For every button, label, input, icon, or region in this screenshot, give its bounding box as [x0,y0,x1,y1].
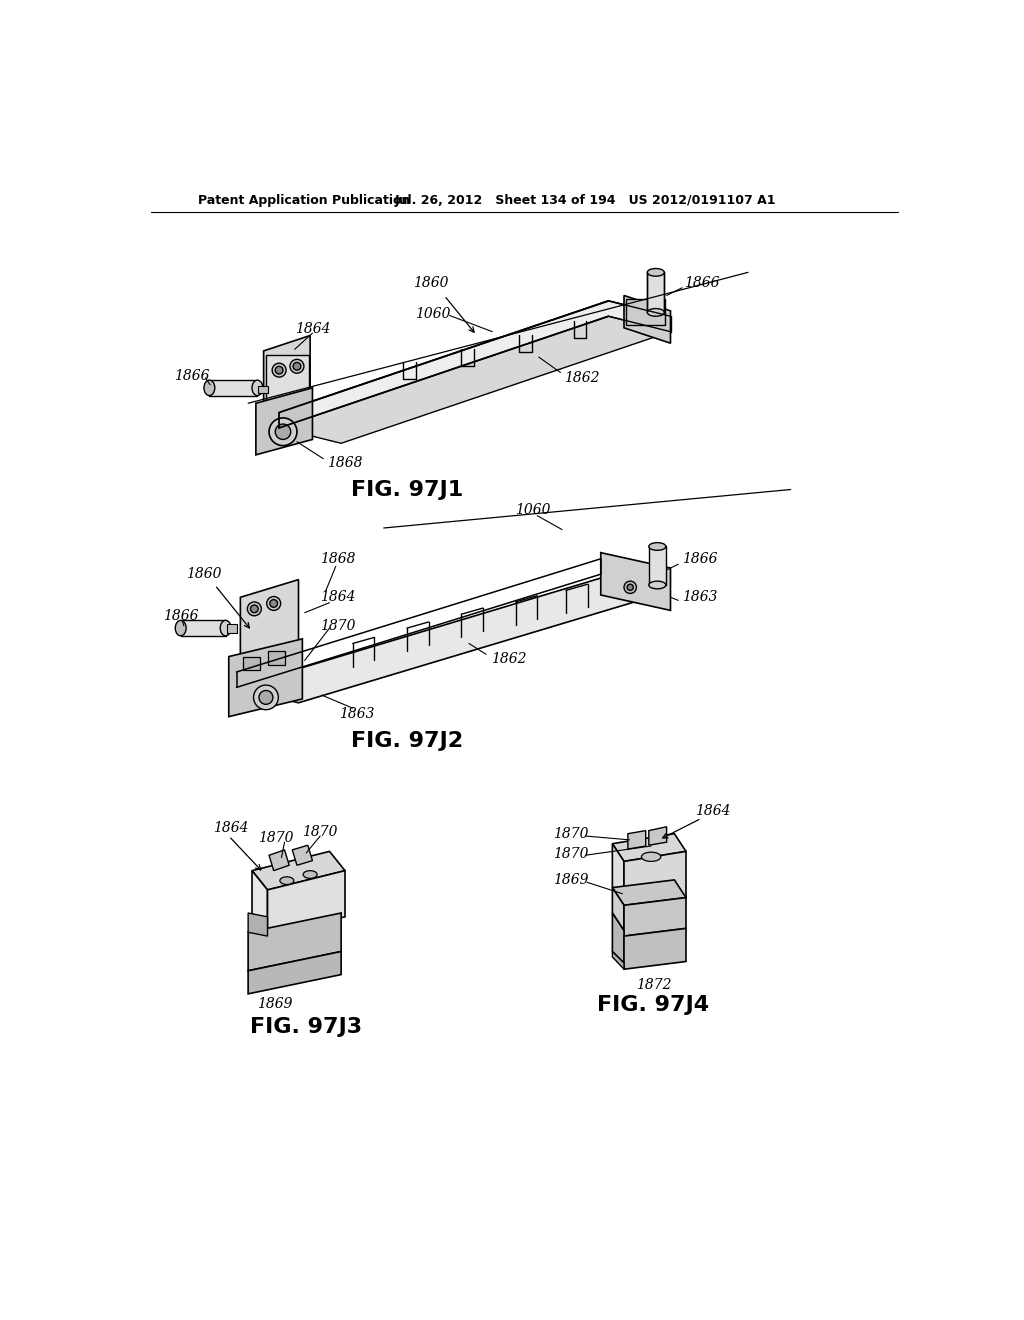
Polygon shape [248,913,267,936]
Polygon shape [601,553,671,610]
Text: 1866: 1866 [684,276,720,290]
Text: FIG. 97J2: FIG. 97J2 [351,731,463,751]
Polygon shape [628,830,646,849]
Polygon shape [624,898,686,936]
Polygon shape [256,388,312,455]
Circle shape [254,685,279,710]
Text: 1860: 1860 [186,568,221,581]
Polygon shape [280,317,671,444]
Ellipse shape [303,871,317,878]
Polygon shape [252,871,267,932]
Circle shape [624,581,636,594]
Polygon shape [252,851,345,890]
Ellipse shape [649,543,666,550]
Polygon shape [248,952,341,994]
Text: 1060: 1060 [415,308,451,321]
Polygon shape [624,851,686,906]
Text: 1869: 1869 [553,873,588,887]
Circle shape [293,363,301,370]
Ellipse shape [647,268,665,276]
Text: 1862: 1862 [563,371,599,385]
Polygon shape [292,845,312,866]
Bar [266,355,308,401]
Text: FIG. 97J1: FIG. 97J1 [351,479,463,499]
Polygon shape [237,576,671,702]
Bar [243,656,260,671]
Ellipse shape [647,309,665,317]
Circle shape [627,585,633,590]
Bar [258,385,267,393]
Bar [227,624,237,634]
Bar [649,546,666,585]
Circle shape [266,597,281,610]
Text: 1868: 1868 [321,552,355,566]
Ellipse shape [641,853,660,862]
Text: 1860: 1860 [414,276,449,290]
Ellipse shape [220,620,231,636]
Ellipse shape [175,620,186,636]
Polygon shape [612,834,686,862]
Text: 1870: 1870 [553,826,588,841]
Text: 1866: 1866 [163,609,199,623]
Text: 1864: 1864 [695,804,731,817]
Ellipse shape [204,380,215,396]
Circle shape [259,690,273,705]
Circle shape [275,367,283,374]
Text: 1869: 1869 [257,997,293,1011]
Bar [209,380,257,396]
Text: 1866: 1866 [174,368,210,383]
Bar [180,620,225,636]
Polygon shape [263,335,310,405]
Text: Patent Application Publication: Patent Application Publication [198,194,411,207]
Circle shape [272,363,286,378]
Polygon shape [612,843,624,906]
Circle shape [248,602,261,615]
Text: 1060: 1060 [515,503,551,517]
Polygon shape [241,579,299,659]
Text: 1864: 1864 [321,590,355,605]
Text: FIG. 97J3: FIG. 97J3 [250,1016,362,1038]
Polygon shape [624,296,671,343]
Text: 1866: 1866 [682,552,718,566]
Circle shape [290,359,304,374]
Text: 1872: 1872 [636,978,671,991]
Polygon shape [624,928,686,969]
Polygon shape [612,913,624,964]
Ellipse shape [252,380,263,396]
Text: 1870: 1870 [321,619,355,632]
Text: 1863: 1863 [682,590,718,605]
Bar [647,272,665,313]
Text: 1868: 1868 [328,455,362,470]
Circle shape [270,599,278,607]
Text: 1870: 1870 [302,825,338,840]
Circle shape [269,418,297,446]
Ellipse shape [280,876,294,884]
Polygon shape [612,952,624,969]
Polygon shape [267,871,345,932]
Bar [627,298,665,326]
Polygon shape [612,887,624,931]
Text: 1862: 1862 [490,652,526,665]
Text: 1863: 1863 [339,708,375,721]
Circle shape [275,424,291,440]
Text: FIG. 97J4: FIG. 97J4 [597,995,710,1015]
Text: 1864: 1864 [213,821,249,836]
Circle shape [251,605,258,612]
Bar [267,651,285,665]
Text: 1870: 1870 [553,846,588,861]
Polygon shape [649,826,667,845]
Text: Jul. 26, 2012   Sheet 134 of 194   US 2012/0191107 A1: Jul. 26, 2012 Sheet 134 of 194 US 2012/0… [394,194,776,207]
Polygon shape [280,301,671,428]
Ellipse shape [649,581,666,589]
Polygon shape [228,639,302,717]
Polygon shape [248,913,341,970]
Text: 1870: 1870 [258,830,294,845]
Polygon shape [612,880,686,906]
Text: 1864: 1864 [295,322,330,337]
Polygon shape [269,850,289,871]
